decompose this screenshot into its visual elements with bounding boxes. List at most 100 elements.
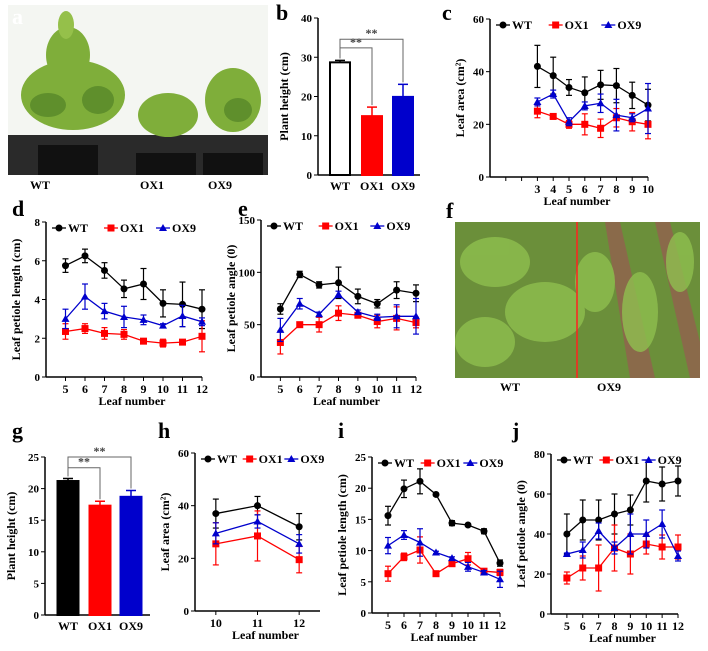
y-tick-label: 0 [540, 609, 546, 621]
data-point-OX1 [549, 112, 557, 120]
series-OX9 [61, 224, 206, 330]
y-tick-label: 100 [239, 267, 256, 279]
x-tick-label: 6 [297, 382, 303, 396]
y-tick-label: 20 [178, 553, 190, 565]
x-tick-label: 4 [550, 182, 556, 196]
data-point-OX9 [674, 552, 682, 559]
bar-WT [329, 61, 351, 176]
legend-label: OX9 [386, 219, 410, 233]
series-OX1 [212, 455, 303, 574]
data-point-WT [254, 502, 261, 510]
data-point-OX9 [448, 554, 456, 562]
x-tick-label: 11 [252, 616, 263, 630]
bar-WT [56, 480, 80, 616]
y-tick-label: 20 [355, 483, 367, 495]
data-point-WT [354, 292, 362, 300]
data-point-WT [295, 523, 303, 531]
data-point-WT [384, 512, 392, 520]
legend-label: OX1 [565, 18, 589, 32]
series-line-WT [387, 480, 501, 564]
legend-label: WT [573, 453, 593, 467]
data-point-OX1 [198, 332, 206, 340]
data-point-OX9 [353, 308, 362, 316]
x-tick-label: WT [58, 619, 78, 633]
data-point-OX9 [120, 312, 128, 320]
x-tick-label: 11 [478, 618, 489, 632]
data-point-OX1 [62, 327, 69, 335]
legend-label: OX9 [479, 456, 503, 470]
photo-a-label-ox1: OX1 [140, 178, 164, 192]
data-point-OX9 [412, 312, 420, 320]
legend-label: OX9 [658, 453, 682, 467]
x-tick-label: 6 [582, 182, 588, 196]
x-tick-label: 7 [102, 382, 108, 396]
series-WT [557, 456, 682, 555]
x-tick-label: 9 [449, 618, 455, 632]
data-point-OX1 [120, 330, 128, 338]
panel-label-f: f [446, 198, 454, 223]
x-tick-label: 7 [417, 618, 423, 632]
y-tick-label: 50 [244, 320, 256, 332]
data-point-WT [416, 477, 424, 485]
data-point-WT [296, 270, 304, 278]
legend-marker-OX1 [107, 224, 115, 232]
data-point-OX1 [295, 556, 303, 564]
x-axis-label: Leaf number [232, 628, 300, 642]
data-point-WT [549, 72, 557, 80]
data-point-WT [412, 289, 420, 297]
x-tick-label: 8 [613, 182, 619, 196]
photo-a-label-ox9: OX9 [208, 178, 232, 192]
bar-OX9 [119, 495, 143, 617]
data-point-OX9 [658, 520, 667, 527]
legend-label: WT [217, 452, 237, 466]
x-tick-label: 11 [391, 382, 402, 396]
y-tick-label: 60 [178, 448, 190, 460]
series-line-WT [279, 273, 417, 310]
data-point-OX1 [464, 555, 472, 563]
x-tick-label: 9 [355, 382, 361, 396]
data-point-OX9 [392, 312, 401, 320]
data-point-OX1 [296, 321, 304, 329]
legend-marker-OX1 [246, 455, 254, 463]
data-point-OX9 [628, 113, 637, 121]
data-point-WT [597, 81, 605, 89]
data-point-WT [448, 519, 456, 527]
significance-stars: ** [94, 444, 106, 458]
data-point-WT [81, 252, 89, 260]
data-point-OX1 [373, 318, 381, 326]
series-WT [267, 222, 420, 315]
data-point-OX1 [354, 311, 362, 319]
data-point-OX9 [549, 90, 558, 98]
y-tick-label: 5 [361, 577, 367, 589]
x-tick-label: 7 [596, 619, 602, 633]
y-tick-label: 60 [473, 14, 485, 26]
data-point-OX9 [496, 575, 504, 583]
legend-label: OX1 [335, 219, 359, 233]
data-point-WT [612, 82, 620, 90]
photo-f-label-wt: WT [500, 380, 521, 394]
x-tick-label: OX9 [119, 619, 143, 633]
y-tick-label: 20 [473, 119, 485, 131]
data-point-WT [140, 280, 147, 288]
legend-label: OX1 [615, 453, 639, 467]
data-point-WT [565, 83, 573, 91]
series-line-OX9 [537, 93, 649, 123]
panel-label-g: g [12, 418, 23, 443]
x-tick-label: WT [330, 179, 350, 193]
data-point-WT [496, 559, 504, 567]
y-axis-label: Plant height (cm) [4, 492, 18, 581]
series-WT [378, 459, 504, 567]
series-OX9 [533, 21, 652, 135]
x-tick-label: 10 [462, 618, 474, 632]
panel-label-j: j [512, 418, 520, 443]
data-point-OX9 [198, 317, 206, 325]
y-tick-label: 150 [239, 215, 256, 227]
data-point-WT [101, 266, 108, 274]
x-tick-label: 5 [385, 618, 391, 632]
y-tick-label: 40 [534, 529, 546, 541]
data-point-WT [315, 281, 323, 289]
x-tick-label: 5 [63, 382, 69, 396]
series-OX1 [62, 224, 206, 353]
x-tick-label: 11 [656, 619, 667, 633]
